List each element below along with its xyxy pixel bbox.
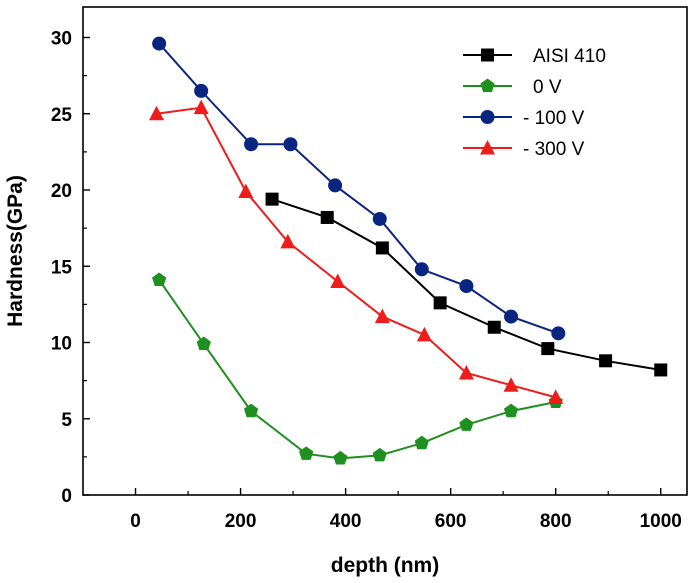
data-point [149, 105, 165, 121]
series [152, 36, 566, 341]
data-point [416, 326, 432, 342]
y-axis-label: Hardness(GPa) [4, 175, 27, 327]
plot-frame [82, 6, 688, 496]
data-point [459, 417, 474, 431]
legend-item: - 100 V [463, 108, 585, 129]
data-point [414, 435, 429, 450]
y-tick-label: 20 [51, 181, 72, 202]
data-point [487, 320, 501, 334]
series-line [156, 106, 556, 399]
data-point [458, 365, 474, 380]
series [152, 272, 563, 465]
legend-label: AISI 410 [533, 46, 606, 67]
data-point [238, 183, 254, 199]
y-tick-label: 10 [51, 334, 72, 355]
data-point [374, 308, 390, 324]
data-point [372, 447, 387, 462]
data-point [330, 273, 346, 288]
legend-item: 0 V [463, 77, 562, 98]
data-point [328, 178, 343, 193]
legend-marker [480, 140, 495, 155]
legend-label: - 300 V [523, 139, 585, 160]
series-line [158, 279, 556, 460]
y-tick-label: 5 [61, 410, 72, 431]
data-point [244, 137, 259, 152]
legend-label: 0 V [533, 77, 562, 98]
y-tick-label: 0 [61, 486, 72, 507]
x-axis-label: depth (nm) [331, 554, 439, 577]
x-tick-label: 200 [225, 511, 257, 532]
axis-ticks: 0 200 400 600 800 1000 0 5 10 15 20 25 30 [51, 29, 682, 533]
series [265, 192, 668, 377]
x-tick-label: 1000 [640, 511, 682, 532]
data-point [503, 403, 519, 418]
data-point [372, 211, 387, 226]
data-point [280, 233, 296, 249]
data-point [504, 309, 519, 324]
x-tick-label: 0 [130, 511, 141, 532]
series-layer [149, 36, 668, 465]
x-tick-label: 800 [540, 511, 572, 532]
data-point [152, 272, 167, 287]
legend-label: - 100 V [523, 108, 585, 129]
data-point [283, 137, 298, 152]
data-point [375, 241, 389, 255]
data-point [243, 403, 259, 418]
series-line [158, 42, 559, 335]
legend-marker [480, 78, 495, 93]
legend-item: AISI 410 [463, 46, 606, 67]
data-point [320, 210, 334, 224]
data-point [265, 192, 279, 206]
data-point [333, 450, 348, 465]
data-point [196, 336, 211, 351]
data-point [654, 363, 668, 377]
plot-area [82, 6, 688, 496]
series [149, 99, 564, 404]
data-point [551, 326, 566, 341]
y-tick-label: 30 [51, 29, 72, 50]
data-point [541, 342, 555, 356]
legend: AISI 410 0 V - 100 V - 300 V [463, 46, 606, 160]
series-line [271, 198, 661, 371]
legend-marker [480, 110, 495, 124]
data-point [548, 389, 564, 404]
data-point [194, 83, 209, 98]
data-point [433, 296, 447, 310]
data-point [459, 279, 474, 294]
data-point [299, 446, 314, 460]
data-point [414, 262, 429, 277]
legend-item: - 300 V [463, 139, 585, 160]
y-tick-label: 25 [51, 105, 73, 126]
x-tick-label: 400 [330, 511, 362, 532]
data-point [152, 36, 167, 51]
legend-marker [481, 48, 494, 62]
x-tick-label: 600 [435, 511, 467, 532]
data-point [193, 99, 209, 115]
data-point [503, 377, 519, 392]
y-tick-label: 15 [51, 257, 73, 278]
data-point [599, 354, 613, 368]
